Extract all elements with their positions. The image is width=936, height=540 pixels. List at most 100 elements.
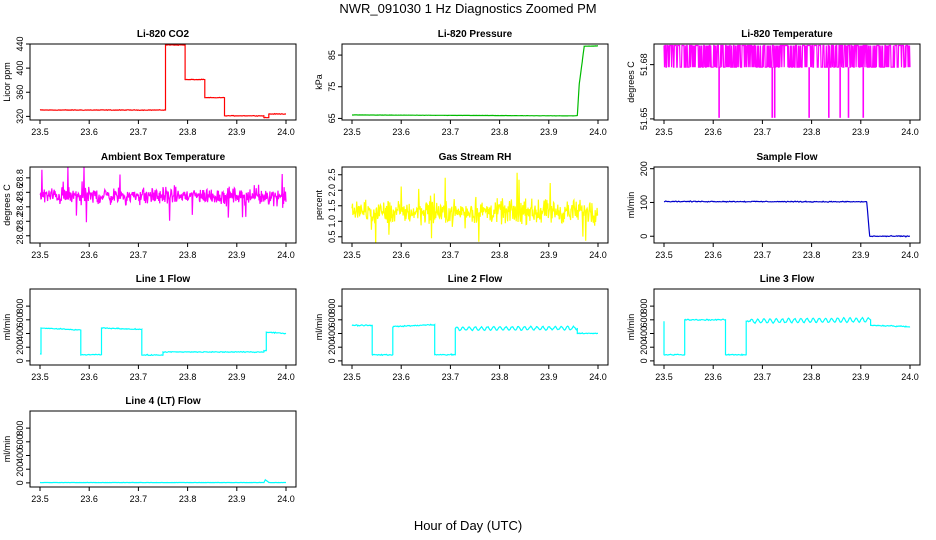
- x-tick-label: 23.9: [540, 372, 558, 382]
- plot-frame: [29, 43, 297, 121]
- x-tick-label: 24.0: [277, 372, 295, 382]
- panel-title: Sample Flow: [756, 152, 817, 163]
- y-tick-label: 400: [15, 61, 25, 76]
- x-tick-label: 23.8: [803, 250, 821, 260]
- x-tick-label: 24.0: [277, 250, 295, 260]
- plot-frame: [29, 288, 297, 366]
- y-axis-label: ml/min: [626, 314, 636, 341]
- x-axis-title: Hour of Day (UTC): [413, 518, 523, 533]
- x-tick-label: 24.0: [589, 250, 607, 260]
- panel-li-820-temperature: Li-820 Temperature 23.5 23.6 23.7 23.8 23.9 24…: [626, 29, 921, 137]
- y-tick-label: 100: [639, 195, 649, 210]
- y-tick-label: 600: [327, 312, 337, 327]
- x-tick-label: 23.6: [392, 127, 410, 137]
- y-tick-label: 0: [639, 358, 649, 363]
- y-tick-label: 1.0: [327, 215, 337, 228]
- series-line-co2: [39, 44, 286, 119]
- y-tick-label: 0: [15, 480, 25, 485]
- y-tick-label: 85: [327, 50, 337, 60]
- y-tick-label: 400: [15, 448, 25, 463]
- x-tick-label: 23.5: [343, 250, 361, 260]
- panel-title: Line 1 Flow: [136, 274, 191, 285]
- y-axis-label: degrees C: [2, 184, 12, 226]
- panel-li-820-pressure: Li-820 Pressure 23.5 23.6 23.7 23.8 23.9 24.0 6…: [314, 29, 609, 137]
- y-tick-label: 2.5: [327, 168, 337, 181]
- y-tick-label: 28.6: [15, 184, 25, 202]
- y-tick-label: 800: [639, 299, 649, 314]
- x-tick-label: 23.9: [228, 494, 246, 504]
- y-tick-label: 28.4: [15, 198, 25, 216]
- panel-line-3-flow: Line 3 Flow 23.5 23.6 23.7 23.8 23.9 24.0 0 2004…: [626, 274, 921, 382]
- x-tick-label: 23.6: [392, 250, 410, 260]
- x-tick-label: 23.7: [130, 250, 148, 260]
- plot-frame: [653, 166, 921, 244]
- y-tick-label: 200: [15, 340, 25, 355]
- x-tick-label: 23.8: [491, 250, 509, 260]
- y-tick-label: 600: [15, 312, 25, 327]
- y-tick-label: 360: [15, 85, 25, 100]
- y-tick-label: 600: [639, 312, 649, 327]
- x-tick-label: 23.5: [655, 250, 673, 260]
- x-tick-label: 23.5: [31, 372, 49, 382]
- x-tick-label: 23.5: [343, 127, 361, 137]
- panel-title: Line 3 Flow: [760, 274, 815, 285]
- x-tick-label: 24.0: [589, 127, 607, 137]
- y-tick-label: 28.2: [15, 213, 25, 231]
- x-tick-label: 23.9: [540, 127, 558, 137]
- y-tick-label: 800: [15, 299, 25, 314]
- panel-ambient-box-temperature: Ambient Box Temperature 23.5 23.6 23.7 23.8 2…: [2, 152, 297, 260]
- y-axis-label: ml/min: [2, 436, 12, 463]
- y-tick-label: 400: [639, 326, 649, 341]
- x-tick-label: 23.8: [803, 372, 821, 382]
- x-tick-label: 23.6: [392, 372, 410, 382]
- y-axis-label: ml/min: [626, 192, 636, 219]
- x-tick-label: 23.9: [228, 127, 246, 137]
- plot-frame: [341, 166, 609, 244]
- y-tick-label: 800: [15, 421, 25, 436]
- plot-frame: [653, 43, 921, 121]
- series-line-box-temp: [39, 167, 287, 223]
- plot-frame: [29, 410, 297, 488]
- series-line-line-3: [663, 316, 911, 357]
- y-tick-label: 0: [327, 358, 337, 363]
- x-tick-label: 24.0: [277, 127, 295, 137]
- y-tick-label: 800: [327, 299, 337, 314]
- x-tick-label: 23.8: [179, 127, 197, 137]
- x-tick-label: 23.8: [491, 372, 509, 382]
- y-tick-label: 400: [327, 326, 337, 341]
- series-line-line-1: [39, 327, 287, 357]
- y-tick-label: 200: [639, 161, 649, 176]
- y-tick-label: 65: [327, 113, 337, 123]
- x-tick-label: 23.7: [442, 127, 460, 137]
- y-tick-label: 0: [15, 358, 25, 363]
- x-tick-label: 23.5: [31, 250, 49, 260]
- y-tick-label: 28.8: [15, 169, 25, 187]
- x-tick-label: 23.8: [179, 250, 197, 260]
- x-tick-label: 23.7: [442, 372, 460, 382]
- x-tick-label: 23.6: [704, 127, 722, 137]
- x-tick-label: 23.9: [852, 127, 870, 137]
- y-tick-label: 0: [639, 234, 649, 239]
- y-axis-label: percent: [314, 189, 324, 220]
- x-tick-label: 23.7: [130, 127, 148, 137]
- x-tick-label: 24.0: [901, 250, 919, 260]
- panel-title: Li-820 Temperature: [741, 29, 833, 40]
- series-line-temperature: [663, 44, 911, 68]
- x-tick-label: 23.7: [754, 250, 772, 260]
- y-tick-label: 200: [15, 462, 25, 477]
- y-tick-label: 1.5: [327, 200, 337, 213]
- x-tick-label: 23.9: [852, 372, 870, 382]
- x-tick-label: 23.9: [852, 250, 870, 260]
- panel-title: Line 2 Flow: [448, 274, 503, 285]
- series-line-sample-flow: [663, 200, 910, 238]
- y-tick-label: 2.0: [327, 184, 337, 197]
- figure-title: NWR_091030 1 Hz Diagnostics Zoomed PM: [339, 1, 597, 16]
- x-tick-label: 24.0: [901, 372, 919, 382]
- y-axis-label: Licor ppm: [2, 62, 12, 102]
- x-tick-label: 23.5: [31, 127, 49, 137]
- panel-title: Li-820 Pressure: [438, 29, 513, 40]
- x-tick-label: 24.0: [901, 127, 919, 137]
- y-tick-label: 200: [327, 340, 337, 355]
- x-tick-label: 23.9: [228, 250, 246, 260]
- panel-sample-flow: Sample Flow 23.5 23.6 23.7 23.8 23.9 24.0 0 100 2…: [626, 152, 921, 260]
